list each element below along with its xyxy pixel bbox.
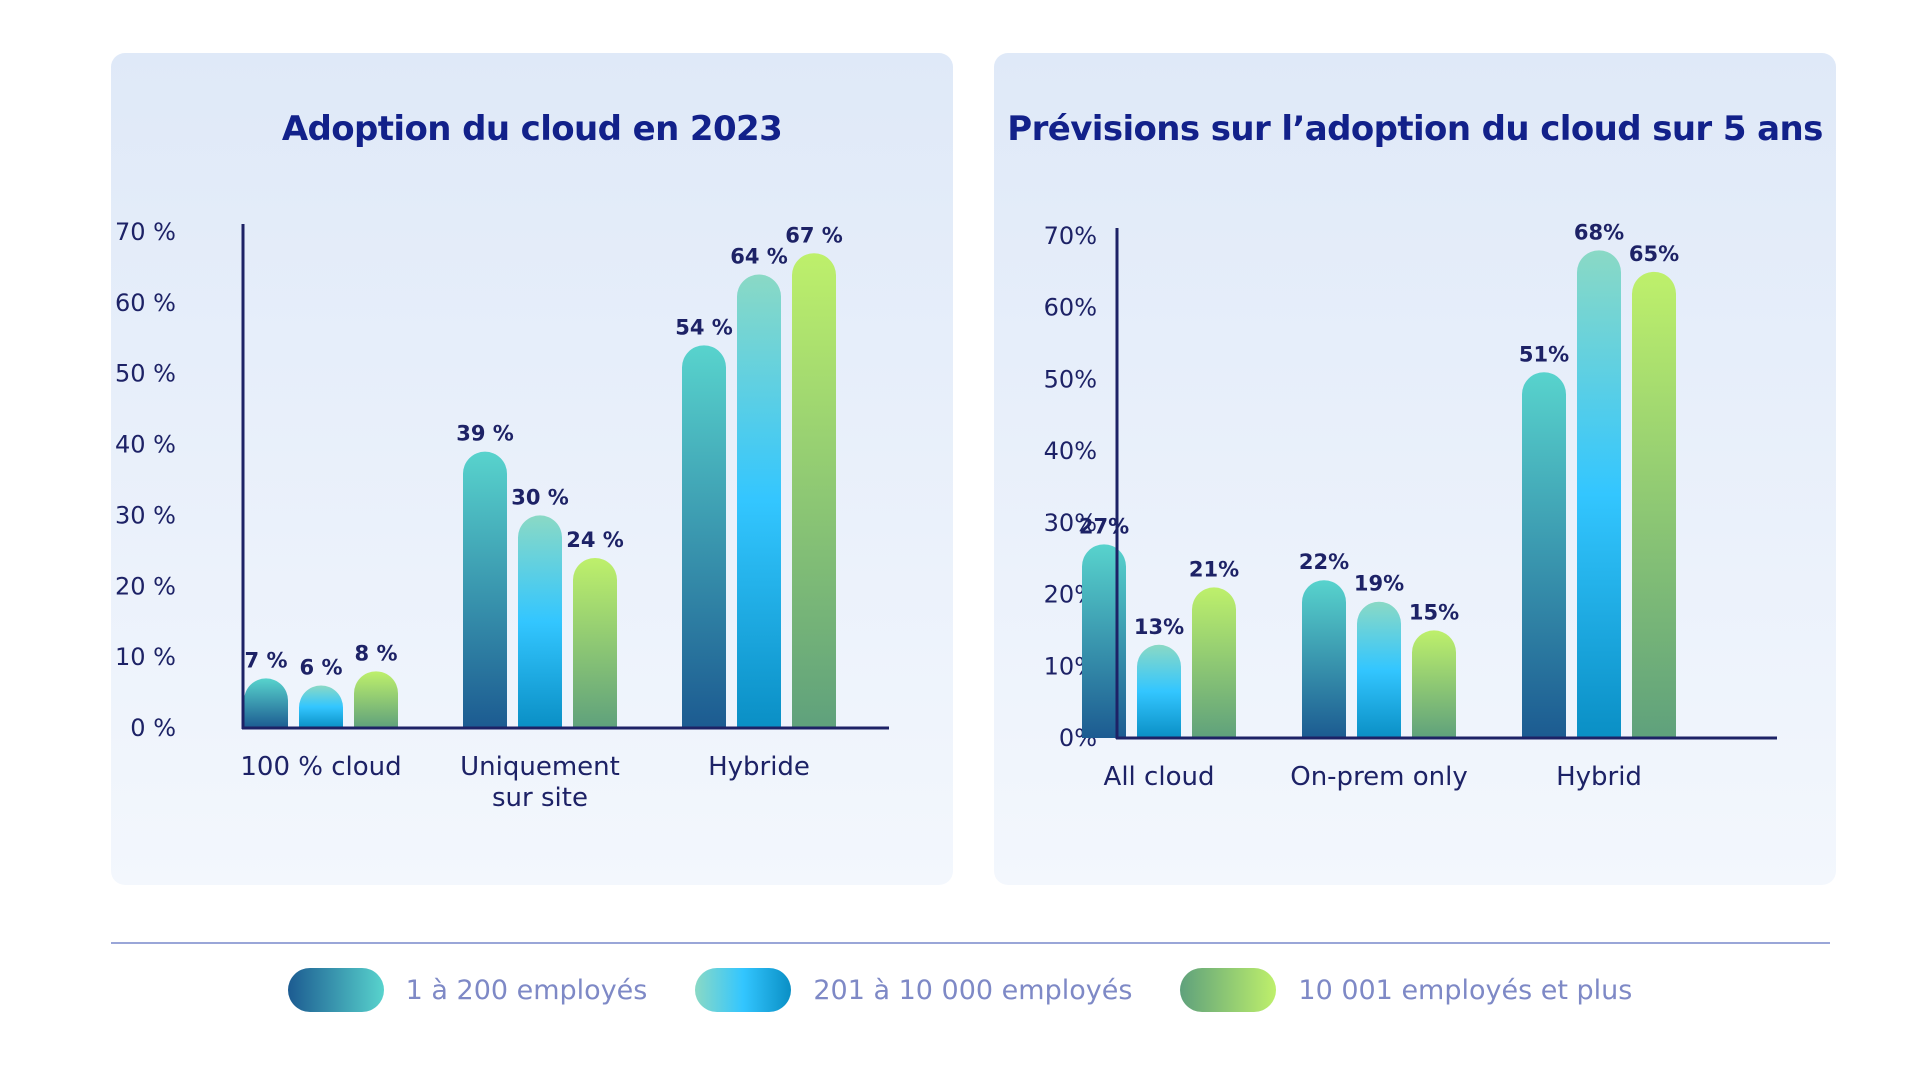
bar-value-label: 64 % — [730, 245, 788, 269]
bar-group: 7 % 6 % 8 % — [244, 641, 398, 728]
legend-divider — [111, 942, 1830, 944]
bar — [1522, 372, 1566, 738]
y-tick-label: 40 % — [115, 431, 176, 459]
y-tick-label: 70% — [1044, 222, 1097, 250]
bar — [1082, 544, 1126, 738]
legend-swatch-mid-companies — [695, 968, 792, 1012]
bar-value-label: 39 % — [456, 422, 514, 446]
legend-item-large-companies: 10 001 employés et plus — [1180, 968, 1632, 1012]
bar — [1577, 250, 1621, 738]
bar — [463, 451, 507, 728]
y-tick-label: 40% — [1044, 437, 1097, 465]
bar-value-label: 7 % — [245, 648, 288, 672]
x-category-label: On-prem only — [1290, 762, 1468, 792]
bar-value-label: 13% — [1134, 615, 1184, 639]
bar-chart-cloud-adoption-2023: 0 % 10 % 20 % 30 % 40 % 50 % 60 % 70 % 7 % 6 % 8 %… — [115, 218, 889, 813]
bar-value-label: 24 % — [566, 528, 624, 552]
legend-swatch-large-companies — [1180, 968, 1277, 1012]
chart-title: Adoption du cloud en 2023 — [281, 109, 783, 149]
x-category-label: Hybride — [708, 752, 810, 782]
bar-group: 51% 68%65% — [1519, 220, 1679, 738]
bar — [354, 671, 398, 728]
y-tick-label: 50% — [1044, 365, 1097, 393]
bar-group: 22%19%15% — [1299, 550, 1459, 738]
bar-group: 39 % 30 % 24 % — [456, 422, 624, 728]
bar-value-label: 22% — [1299, 550, 1349, 574]
bar — [1412, 630, 1456, 738]
chart-panel-cloud-adoption-2023: Adoption du cloud en 2023 0 % 10 % 20 % 30 … — [111, 53, 953, 885]
legend-item-mid-companies: 201 à 10 000 employés — [695, 968, 1132, 1012]
bar-value-label: 15% — [1409, 600, 1459, 624]
bar-value-label: 27% — [1079, 514, 1129, 538]
bar — [1192, 587, 1236, 738]
bar — [299, 685, 343, 728]
legend-label: 201 à 10 000 employés — [813, 974, 1133, 1006]
bar — [682, 345, 726, 728]
x-category-label: Hybrid — [1556, 762, 1642, 792]
bar — [792, 253, 836, 728]
bar — [1137, 644, 1181, 738]
bar — [1632, 271, 1676, 738]
legend-label: 10 001 employés et plus — [1298, 974, 1633, 1006]
bar-value-label: 54 % — [675, 315, 733, 339]
legend-swatch-small-companies — [287, 968, 384, 1012]
bar-value-label: 19% — [1354, 572, 1404, 596]
bar-value-label: 51% — [1519, 342, 1569, 366]
y-tick-label: 50 % — [115, 360, 176, 388]
bar-value-label: 68% — [1574, 220, 1624, 244]
y-tick-label: 70 % — [115, 218, 176, 246]
bar-group: 54 % 64 %67 % — [675, 223, 843, 728]
y-tick-label: 30 % — [115, 501, 176, 529]
bar-group: 27% 13% 21% — [1079, 514, 1239, 738]
x-category-label: 100 % cloud — [240, 752, 401, 782]
y-tick-label: 0 % — [130, 714, 176, 742]
chart-panel-cloud-forecast-5-years: Prévisions sur l’adoption du cloud sur 5… — [994, 53, 1836, 885]
x-category-label: All cloud — [1104, 762, 1215, 792]
chart-title: Prévisions sur l’adoption du cloud sur 5… — [1007, 109, 1823, 149]
bar-value-label: 30 % — [511, 485, 569, 509]
legend: 1 à 200 employés 201 à 10 000 employés 1… — [0, 965, 1920, 1015]
bar — [1357, 601, 1401, 738]
x-category-label: Uniquement sur site — [460, 752, 620, 813]
bar — [518, 515, 562, 728]
y-tick-label: 20 % — [115, 572, 176, 600]
legend-label: 1 à 200 employés — [405, 974, 648, 1006]
bar-value-label: 65% — [1629, 242, 1679, 266]
bar-chart-cloud-forecast-5-years: 0%10%20%30%40%50%60%70%27%13%21%All clou… — [1044, 220, 1777, 792]
bar-value-label: 8 % — [355, 641, 398, 665]
y-tick-label: 60 % — [115, 289, 176, 317]
bar-value-label: 67 % — [785, 223, 843, 247]
bar-value-label: 21% — [1189, 557, 1239, 581]
bar — [1302, 580, 1346, 738]
y-tick-label: 10 % — [115, 643, 176, 671]
bar — [573, 557, 617, 728]
y-tick-label: 30% — [1044, 509, 1097, 537]
bar — [244, 678, 288, 728]
y-tick-label: 60% — [1044, 294, 1097, 322]
bar — [737, 274, 781, 728]
y-axis-tick-labels: 0 % 10 % 20 % 30 % 40 % 50 % 60 % 70 % — [115, 218, 176, 742]
legend-item-small-companies: 1 à 200 employés — [287, 968, 648, 1012]
bar-value-label: 6 % — [300, 655, 343, 679]
